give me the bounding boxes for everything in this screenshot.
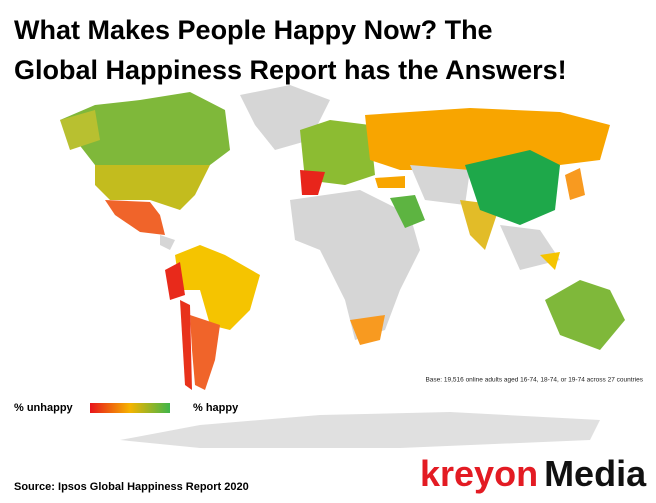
alaska bbox=[60, 110, 100, 150]
world-map bbox=[60, 85, 625, 448]
canada bbox=[60, 92, 230, 165]
chile bbox=[180, 300, 192, 390]
malaysia bbox=[540, 252, 560, 270]
africa bbox=[290, 190, 420, 340]
title-line: What Makes People Happy Now? The bbox=[14, 15, 493, 45]
mexico bbox=[105, 200, 165, 235]
spain bbox=[300, 170, 325, 195]
japan bbox=[565, 168, 585, 200]
logo: kreyon Media bbox=[420, 453, 647, 494]
turkey bbox=[375, 176, 405, 188]
russia bbox=[365, 108, 610, 170]
australia bbox=[545, 280, 625, 350]
south-africa bbox=[350, 315, 385, 345]
europe bbox=[300, 120, 375, 185]
usa bbox=[95, 165, 210, 210]
source: Source: Ipsos Global Happiness Report 20… bbox=[14, 481, 249, 493]
antarctica bbox=[120, 412, 600, 448]
legend-gradient bbox=[90, 403, 170, 413]
title-line: Global Happiness Report has the Answers! bbox=[14, 55, 567, 85]
logo-part: Media bbox=[544, 453, 647, 494]
legend-label: % happy bbox=[193, 402, 239, 414]
legend-label: % unhappy bbox=[14, 402, 74, 414]
brazil bbox=[175, 245, 260, 330]
china bbox=[465, 150, 560, 225]
peru bbox=[165, 262, 185, 300]
central-america bbox=[160, 235, 175, 250]
logo-part: kreyon bbox=[420, 453, 538, 494]
base-note: Base: 19,516 online adults aged 16-74, 1… bbox=[425, 377, 643, 384]
saudi-arabia bbox=[390, 195, 425, 228]
argentina bbox=[190, 315, 220, 390]
central-asia bbox=[410, 165, 470, 205]
